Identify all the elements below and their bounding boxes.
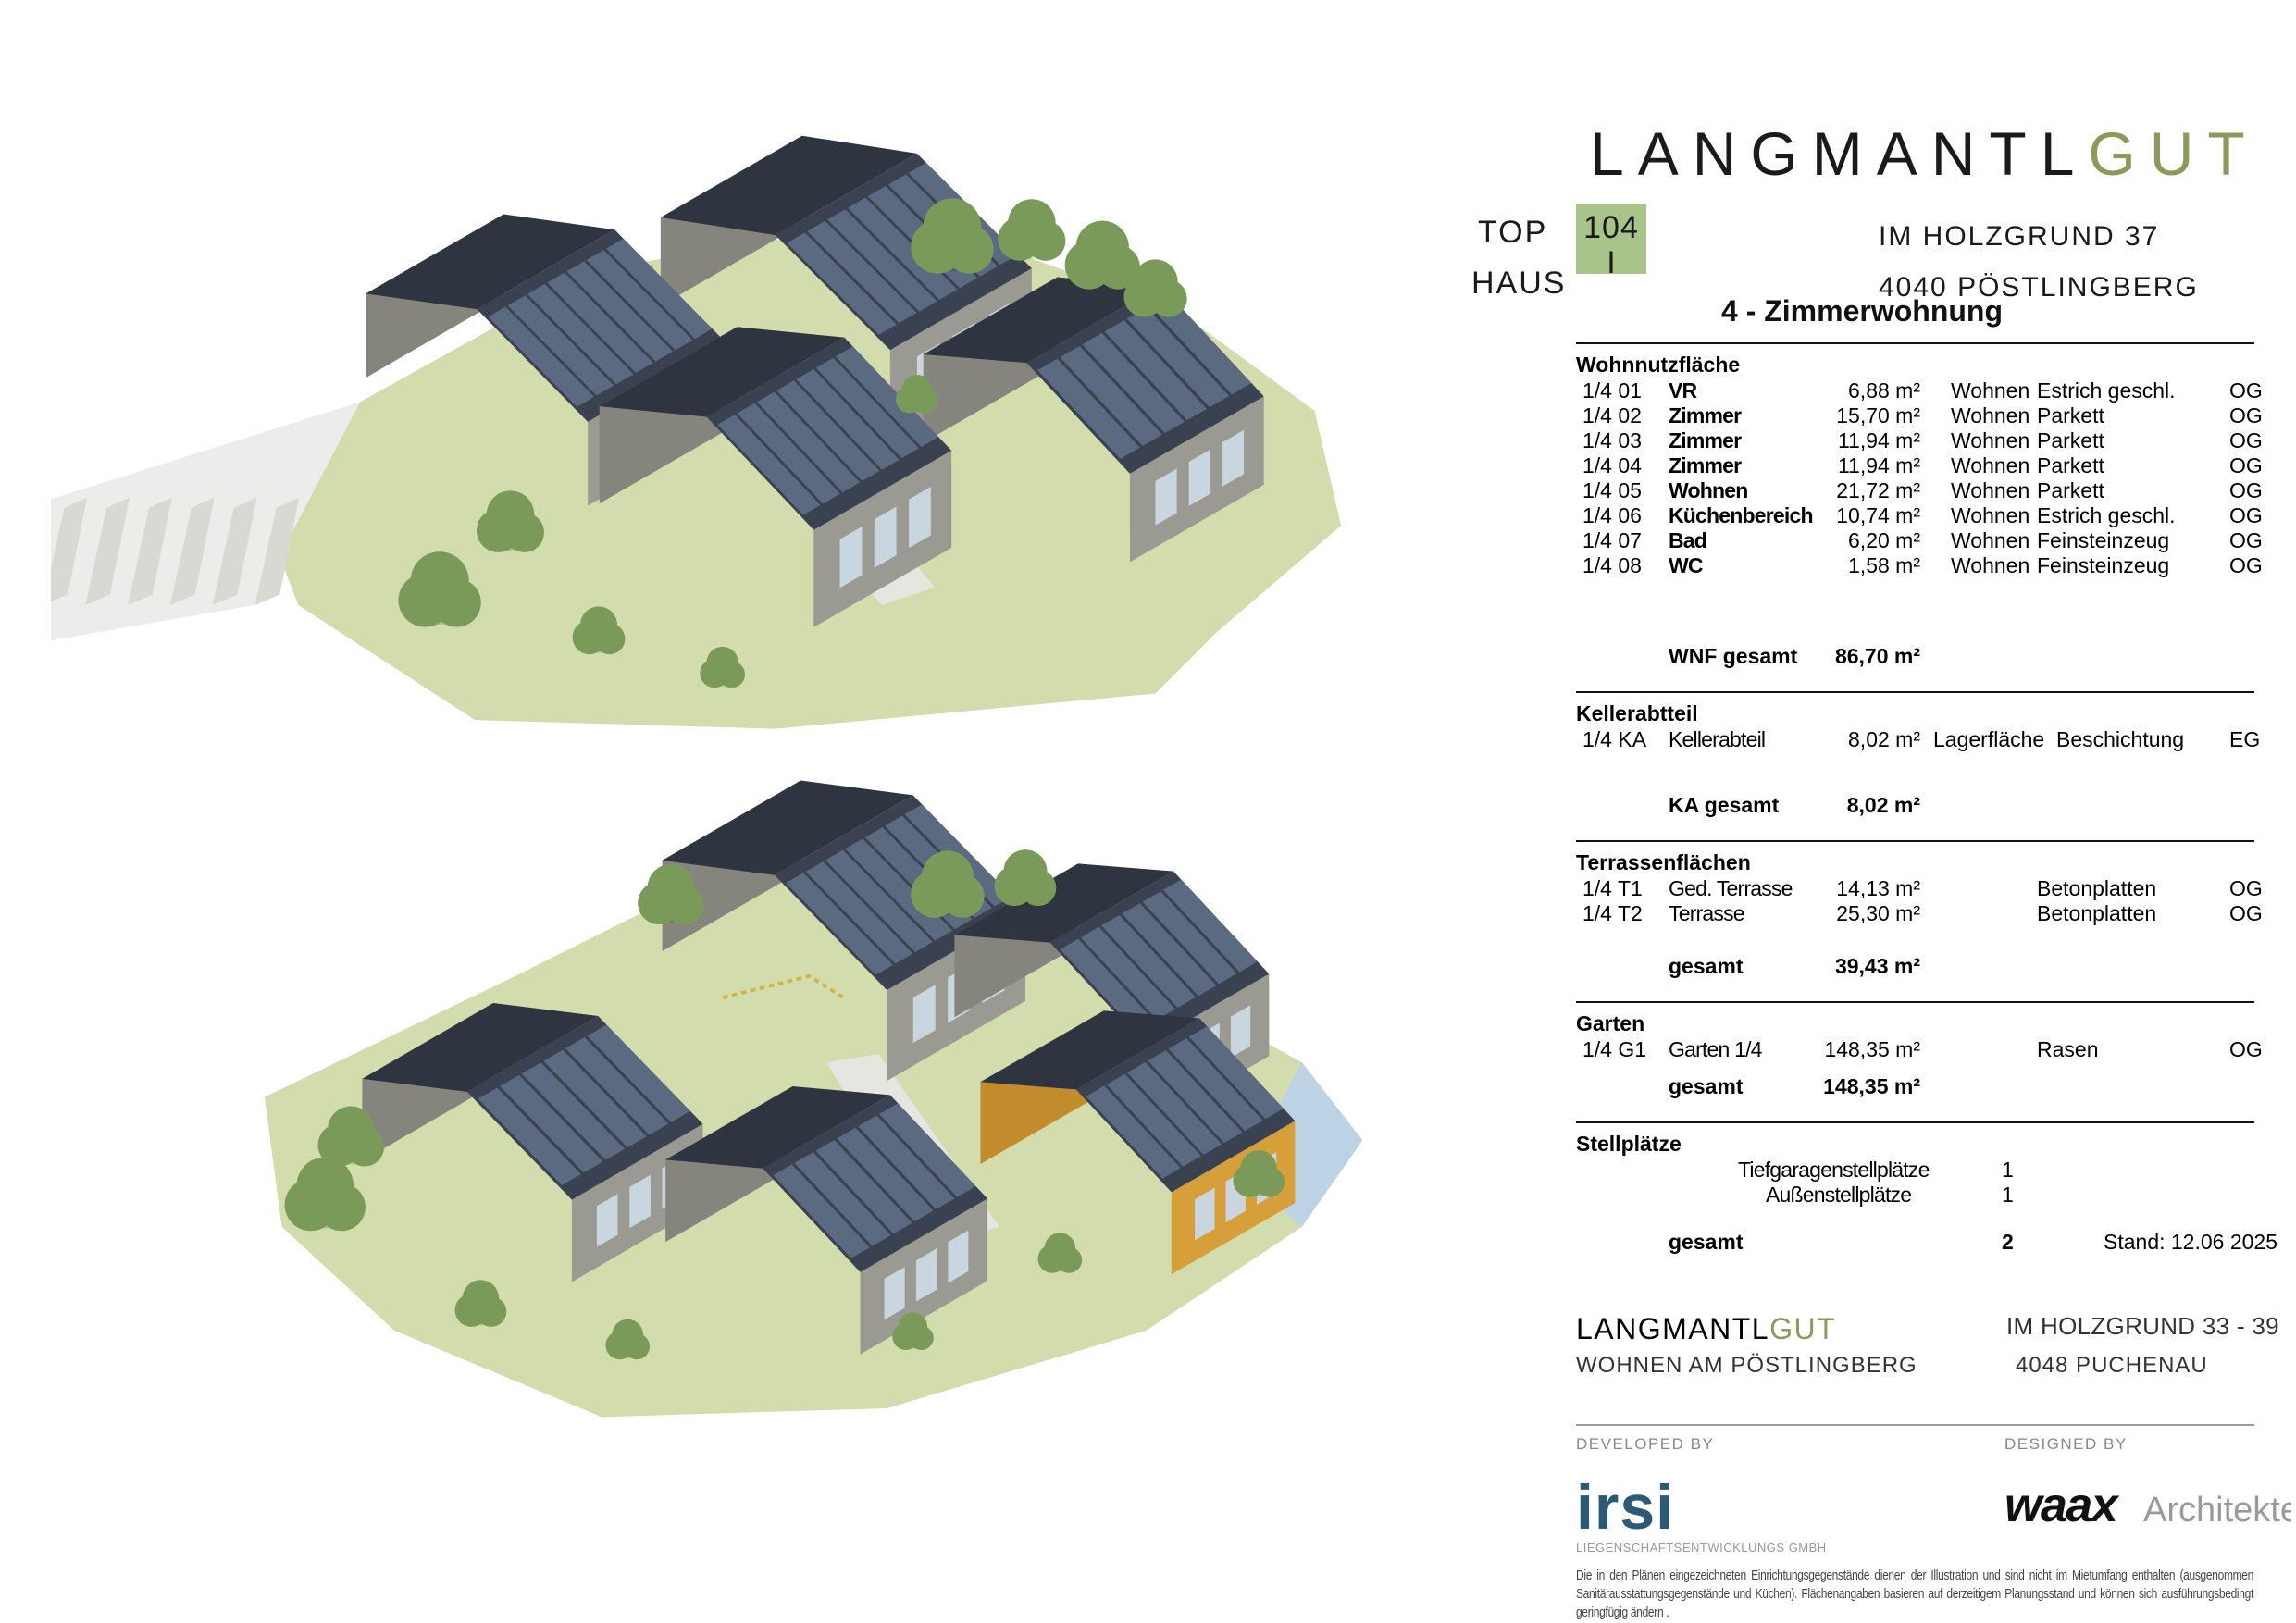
svg-text:waax: waax xyxy=(2004,1479,2120,1532)
svg-text:Architekten: Architekten xyxy=(2143,1491,2291,1530)
svg-text:LIEGENSCHAFTSENTWICKLUNGS GMBH: LIEGENSCHAFTSENTWICKLUNGS GMBH xyxy=(1576,1541,1827,1555)
svg-text:irsi: irsi xyxy=(1576,1472,1674,1542)
